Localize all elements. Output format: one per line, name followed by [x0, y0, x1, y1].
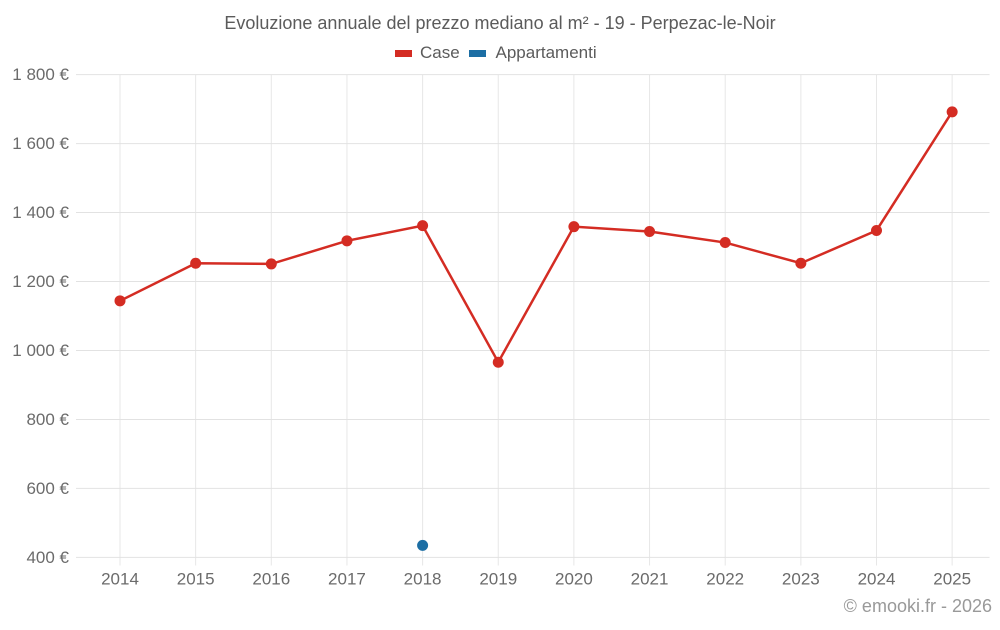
svg-text:2021: 2021: [631, 569, 669, 588]
svg-text:600 €: 600 €: [26, 479, 69, 498]
svg-text:2025: 2025: [933, 569, 971, 588]
svg-text:2024: 2024: [858, 569, 896, 588]
svg-text:1 600 €: 1 600 €: [12, 134, 69, 153]
svg-text:800 €: 800 €: [26, 410, 69, 429]
svg-text:1 400 €: 1 400 €: [12, 203, 69, 222]
svg-text:2016: 2016: [252, 569, 290, 588]
svg-text:2014: 2014: [101, 569, 139, 588]
svg-text:2019: 2019: [479, 569, 517, 588]
svg-text:1 000 €: 1 000 €: [12, 341, 69, 360]
svg-text:2017: 2017: [328, 569, 366, 588]
svg-text:1 200 €: 1 200 €: [12, 272, 69, 291]
svg-text:2022: 2022: [706, 569, 744, 588]
svg-text:400 €: 400 €: [26, 548, 69, 567]
svg-text:2020: 2020: [555, 569, 593, 588]
svg-text:2018: 2018: [404, 569, 442, 588]
svg-text:2015: 2015: [177, 569, 215, 588]
svg-text:2023: 2023: [782, 569, 820, 588]
svg-text:1 800 €: 1 800 €: [12, 65, 69, 84]
